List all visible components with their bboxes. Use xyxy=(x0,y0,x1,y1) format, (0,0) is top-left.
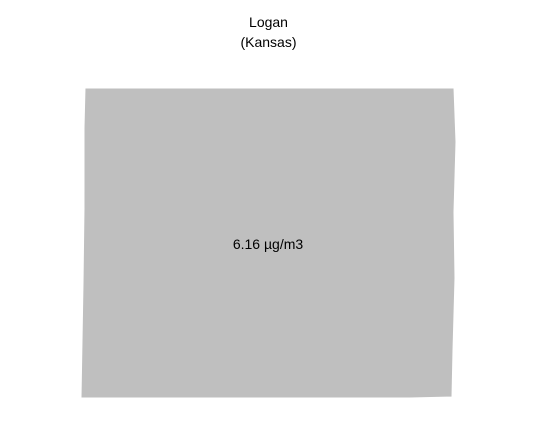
map-title: Logan (Kansas) xyxy=(0,12,537,52)
value-label: 6.16 µg/m3 xyxy=(232,236,304,252)
county-name: Logan xyxy=(249,14,288,30)
state-name: (Kansas) xyxy=(240,34,297,50)
county-shape xyxy=(80,87,457,399)
